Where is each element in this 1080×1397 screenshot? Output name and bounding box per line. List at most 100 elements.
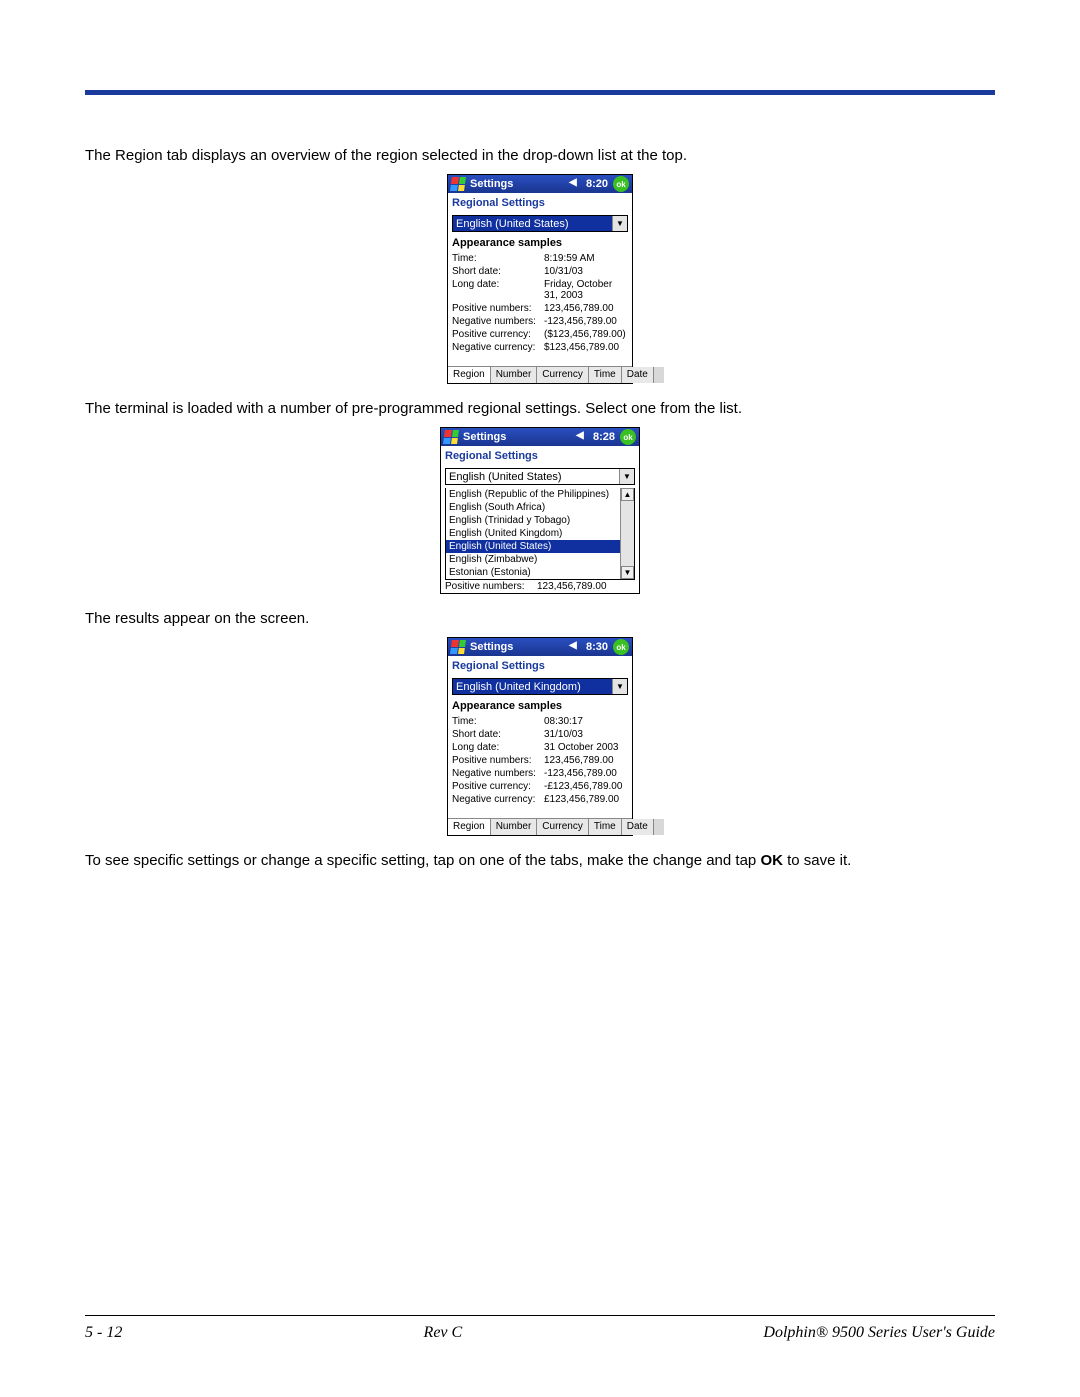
sample-value: ($123,456,789.00) <box>544 329 628 340</box>
clock[interactable]: 8:28 <box>591 431 617 443</box>
start-flag-icon[interactable] <box>443 430 459 444</box>
region-combo[interactable]: English (United States) <box>452 215 628 232</box>
chevron-down-icon[interactable] <box>612 216 627 231</box>
tab-date[interactable]: Date <box>622 367 654 383</box>
sample-value: 31 October 2003 <box>544 742 628 753</box>
sample-value: $123,456,789.00 <box>544 342 628 353</box>
scroll-down-icon[interactable]: ▼ <box>621 566 634 579</box>
speaker-icon[interactable] <box>571 179 581 189</box>
tab-strip: RegionNumberCurrencyTimeDate <box>448 818 632 835</box>
sample-key: Long date: <box>452 279 544 301</box>
region-combo[interactable]: English (United States) <box>445 468 635 485</box>
sample-row: Positive currency:-£123,456,789.00 <box>452 780 628 793</box>
window-title: Settings <box>461 431 575 443</box>
tab-number[interactable]: Number <box>491 819 538 835</box>
sample-key: Time: <box>452 253 544 264</box>
sample-key: Positive currency: <box>452 329 544 340</box>
region-combo-value: English (United States) <box>446 471 619 483</box>
start-flag-icon[interactable] <box>450 640 466 654</box>
sample-row: Long date:31 October 2003 <box>452 741 628 754</box>
region-combo-value: English (United Kingdom) <box>453 681 612 693</box>
sample-value: Friday, October 31, 2003 <box>544 279 628 301</box>
sample-rows: Time:08:30:17Short date:31/10/03Long dat… <box>452 715 628 806</box>
sample-row: Negative numbers:-123,456,789.00 <box>452 315 628 328</box>
speaker-icon[interactable] <box>578 432 588 442</box>
panel-body: English (United States) English (Republi… <box>441 466 639 580</box>
paragraph-1: The Region tab displays an overview of t… <box>85 145 995 166</box>
screenshot-3-wrap: Settings 8:30 ok Regional Settings Engli… <box>85 637 995 836</box>
screenshot-3: Settings 8:30 ok Regional Settings Engli… <box>447 637 633 836</box>
screenshot-1-wrap: Settings 8:20 ok Regional Settings Engli… <box>85 174 995 384</box>
region-combo[interactable]: English (United Kingdom) <box>452 678 628 695</box>
screenshot-1: Settings 8:20 ok Regional Settings Engli… <box>447 174 633 384</box>
ok-button[interactable]: ok <box>613 176 629 192</box>
window-title: Settings <box>468 641 568 653</box>
sample-key: Positive numbers: <box>452 303 544 314</box>
sample-key: Negative numbers: <box>452 316 544 327</box>
panel-heading: Regional Settings <box>448 656 632 676</box>
sample-row: Negative currency:£123,456,789.00 <box>452 793 628 806</box>
dropdown-option[interactable]: English (South Africa) <box>446 501 620 514</box>
region-dropdown-list: English (Republic of the Philippines)Eng… <box>445 488 635 580</box>
chevron-down-icon[interactable] <box>619 469 634 484</box>
region-combo-value: English (United States) <box>453 218 612 230</box>
dropdown-option[interactable]: English (United States) <box>446 540 620 553</box>
sample-row: Positive currency:($123,456,789.00) <box>452 328 628 341</box>
tab-region[interactable]: Region <box>448 819 491 835</box>
speaker-icon[interactable] <box>571 642 581 652</box>
scrollbar[interactable]: ▲ ▼ <box>620 488 634 579</box>
ok-button[interactable]: ok <box>613 639 629 655</box>
sample-row: Positive numbers:123,456,789.00 <box>452 754 628 767</box>
sample-value: 31/10/03 <box>544 729 628 740</box>
sample-key: Time: <box>452 716 544 727</box>
sample-value: 123,456,789.00 <box>544 303 628 314</box>
tab-number[interactable]: Number <box>491 367 538 383</box>
tab-spacer <box>654 367 664 383</box>
start-flag-icon[interactable] <box>450 177 466 191</box>
document-page: The Region tab displays an overview of t… <box>0 0 1080 1397</box>
sample-key: Positive numbers: <box>445 581 537 592</box>
dropdown-option[interactable]: English (United Kingdom) <box>446 527 620 540</box>
tab-time[interactable]: Time <box>589 367 622 383</box>
dropdown-option[interactable]: Estonian (Estonia) <box>446 566 620 579</box>
tab-spacer <box>654 819 664 835</box>
sample-key: Negative numbers: <box>452 768 544 779</box>
dropdown-items: English (Republic of the Philippines)Eng… <box>446 488 620 579</box>
footer-revision: Rev C <box>424 1324 463 1342</box>
sample-key: Positive numbers: <box>452 755 544 766</box>
sample-row: Long date:Friday, October 31, 2003 <box>452 278 628 302</box>
scroll-up-icon[interactable]: ▲ <box>621 488 634 501</box>
chevron-down-icon[interactable] <box>612 679 627 694</box>
para4-prefix: To see specific settings or change a spe… <box>85 852 760 869</box>
tab-time[interactable]: Time <box>589 819 622 835</box>
dropdown-option[interactable]: English (Republic of the Philippines) <box>446 488 620 501</box>
sample-row: Short date:10/31/03 <box>452 265 628 278</box>
tab-currency[interactable]: Currency <box>537 367 589 383</box>
panel-body: English (United Kingdom) Appearance samp… <box>448 676 632 812</box>
clock[interactable]: 8:30 <box>584 641 610 653</box>
sample-row: Negative numbers:-123,456,789.00 <box>452 767 628 780</box>
dropdown-option[interactable]: English (Trinidad y Tobago) <box>446 514 620 527</box>
panel-heading: Regional Settings <box>441 446 639 466</box>
sample-value: 123,456,789.00 <box>544 755 628 766</box>
tab-currency[interactable]: Currency <box>537 819 589 835</box>
sample-value: 08:30:17 <box>544 716 628 727</box>
sample-row: Short date:31/10/03 <box>452 728 628 741</box>
sample-key: Positive currency: <box>452 781 544 792</box>
sample-key: Short date: <box>452 729 544 740</box>
titlebar: Settings 8:28 ok <box>441 428 639 446</box>
tab-date[interactable]: Date <box>622 819 654 835</box>
tab-strip: RegionNumberCurrencyTimeDate <box>448 366 632 383</box>
section-label: Appearance samples <box>452 698 628 715</box>
sample-key: Long date: <box>452 742 544 753</box>
titlebar: Settings 8:20 ok <box>448 175 632 193</box>
paragraph-3: The results appear on the screen. <box>85 608 995 629</box>
tab-region[interactable]: Region <box>448 367 491 383</box>
panel-heading: Regional Settings <box>448 193 632 213</box>
ok-button[interactable]: ok <box>620 429 636 445</box>
para4-bold: OK <box>760 852 783 869</box>
clock[interactable]: 8:20 <box>584 178 610 190</box>
dropdown-option[interactable]: English (Zimbabwe) <box>446 553 620 566</box>
page-footer: 5 - 12 Rev C Dolphin® 9500 Series User's… <box>85 1315 995 1342</box>
section-label: Appearance samples <box>452 235 628 252</box>
